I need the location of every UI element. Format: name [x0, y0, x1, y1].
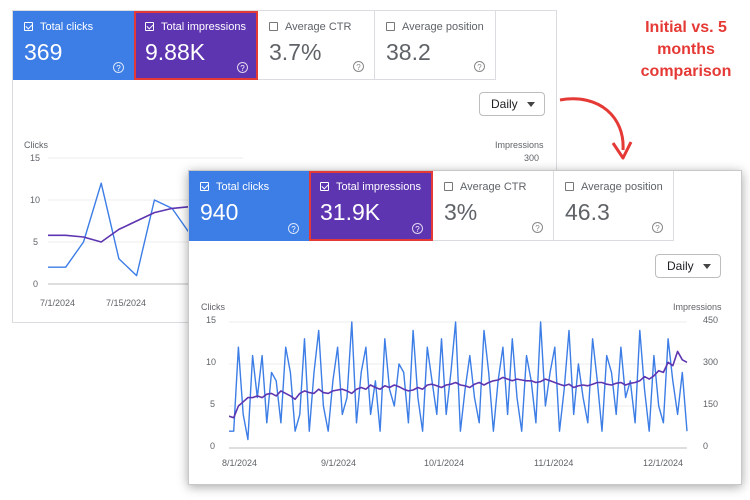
y2-tick: 300	[703, 357, 719, 367]
comparison-annotation: Initial vs. 5 months comparison	[630, 17, 742, 83]
x-tick: 7/15/2024	[106, 298, 147, 308]
left-axis-title: Clicks	[24, 140, 48, 150]
y-tick: 15	[30, 153, 41, 163]
y2-tick: 150	[703, 399, 719, 409]
x-tick: 9/1/2024	[321, 458, 357, 468]
checkbox-checked-icon[interactable]	[200, 182, 209, 191]
help-icon[interactable]: ?	[113, 62, 124, 73]
help-icon[interactable]: ?	[237, 62, 248, 73]
caret-down-icon	[527, 102, 535, 107]
metric-label: Average position	[581, 181, 663, 193]
y-tick: 5	[210, 399, 216, 409]
total-clicks-card[interactable]: Total clicks 369 ?	[13, 11, 134, 80]
right-axis-title: Impressions	[495, 140, 544, 150]
metric-label: Average position	[402, 21, 484, 33]
right-axis-title: Impressions	[673, 302, 722, 312]
metric-value: 940	[200, 199, 239, 225]
metric-label: Total impressions	[336, 181, 421, 193]
checkbox-unchecked-icon[interactable]	[444, 182, 453, 191]
y-tick: 10	[206, 357, 217, 367]
annotation-line: months	[657, 41, 715, 58]
metric-value: 38.2	[386, 39, 431, 65]
y-tick: 10	[30, 195, 41, 205]
left-axis-title: Clicks	[201, 302, 225, 312]
series-line-clicks	[229, 321, 688, 441]
x-tick: 10/1/2024	[424, 458, 465, 468]
final-line-chart	[229, 321, 688, 449]
average-ctr-card[interactable]: Average CTR 3.7% ?	[258, 11, 375, 80]
y2-tick: 450	[703, 315, 719, 325]
checkbox-unchecked-icon[interactable]	[386, 22, 395, 31]
y2-tick: 0	[703, 441, 709, 451]
granularity-dropdown[interactable]: Daily	[655, 254, 721, 278]
granularity-value: Daily	[491, 97, 518, 111]
metric-label: Total clicks	[216, 181, 270, 193]
help-icon[interactable]: ?	[353, 61, 364, 72]
checkbox-checked-icon[interactable]	[320, 182, 329, 191]
x-tick: 8/1/2024	[222, 458, 258, 468]
annotation-line: Initial vs. 5	[645, 19, 727, 36]
y-tick: 15	[206, 315, 217, 325]
metric-value: 9.88K	[145, 39, 206, 65]
x-tick: 11/1/2024	[534, 458, 574, 468]
metric-label: Average CTR	[460, 181, 527, 193]
help-icon[interactable]: ?	[532, 222, 543, 233]
annotation-line: comparison	[640, 63, 732, 80]
y-tick: 0	[33, 279, 39, 289]
y2-tick: 300	[524, 153, 540, 163]
help-icon[interactable]: ?	[288, 223, 299, 234]
total-impressions-card[interactable]: Total impressions 9.88K ?	[134, 11, 258, 80]
metric-value: 46.3	[565, 199, 610, 225]
metric-label: Average CTR	[285, 21, 352, 33]
metric-value: 3%	[444, 199, 478, 225]
checkbox-unchecked-icon[interactable]	[565, 182, 574, 191]
metric-label: Total clicks	[40, 21, 94, 33]
granularity-value: Daily	[667, 259, 694, 273]
granularity-dropdown[interactable]: Daily	[479, 92, 545, 116]
metric-value: 3.7%	[269, 39, 322, 65]
metric-value: 369	[24, 39, 63, 65]
final-performance-panel: Total clicks 940 ? Total impressions 31.…	[188, 170, 742, 485]
average-position-card[interactable]: Average position 38.2 ?	[375, 11, 496, 80]
total-impressions-card[interactable]: Total impressions 31.9K ?	[309, 171, 433, 241]
checkbox-checked-icon[interactable]	[24, 22, 33, 31]
y-tick: 5	[33, 237, 39, 247]
help-icon[interactable]: ?	[652, 222, 663, 233]
average-position-card[interactable]: Average position 46.3 ?	[554, 171, 674, 241]
caret-down-icon	[703, 264, 711, 269]
metric-label: Total impressions	[161, 21, 246, 33]
y-tick: 0	[210, 441, 216, 451]
total-clicks-card[interactable]: Total clicks 940 ?	[189, 171, 309, 241]
series-line-impressions	[229, 350, 688, 419]
checkbox-unchecked-icon[interactable]	[269, 22, 278, 31]
x-tick: 7/1/2024	[40, 298, 76, 308]
checkbox-checked-icon[interactable]	[145, 22, 154, 31]
curved-arrow-icon	[559, 97, 633, 160]
help-icon[interactable]: ?	[474, 61, 485, 72]
help-icon[interactable]: ?	[412, 223, 423, 234]
x-tick: 12/1/2024	[643, 458, 684, 468]
average-ctr-card[interactable]: Average CTR 3% ?	[433, 171, 554, 241]
metric-value: 31.9K	[320, 199, 381, 225]
